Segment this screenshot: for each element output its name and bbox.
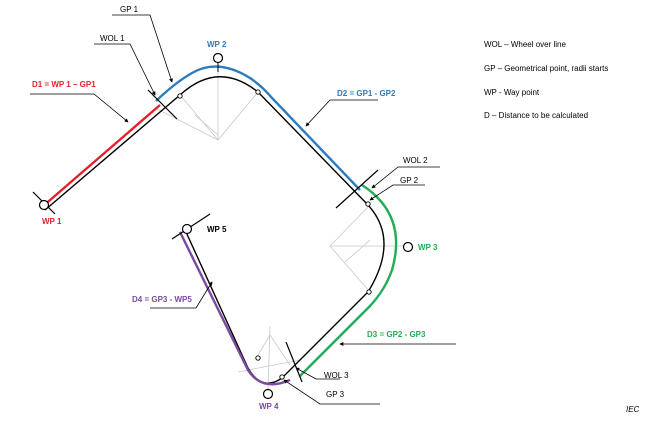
gp-marker bbox=[255, 355, 261, 361]
legend-item-wol: WOL – Wheel over line bbox=[484, 40, 567, 49]
label-wol3: WOL 3 bbox=[324, 371, 349, 380]
label-gp1: GP 1 bbox=[120, 5, 139, 14]
legend-item-gp: GP – Geometrical point, radii starts bbox=[484, 64, 608, 73]
wp3-marker bbox=[402, 241, 414, 253]
segment-d2 bbox=[155, 65, 361, 191]
label-d4: D4 = GP3 - WP5 bbox=[132, 295, 192, 304]
legend: WOL – Wheel over line GP – Geometrical p… bbox=[484, 40, 608, 120]
label-wol2: WOL 2 bbox=[403, 156, 428, 165]
leader-wol2 bbox=[371, 166, 440, 189]
leader-lines bbox=[30, 14, 456, 405]
label-d3: D3 = GP2 - GP3 bbox=[367, 330, 426, 339]
leader-d1 bbox=[30, 93, 129, 123]
wp2-marker bbox=[212, 52, 224, 64]
label-wp3: WP 3 bbox=[418, 243, 438, 252]
gp-marker bbox=[365, 201, 371, 207]
wp1-marker bbox=[38, 199, 50, 211]
leader-wol1 bbox=[94, 43, 156, 96]
gp-marker bbox=[366, 289, 372, 295]
label-gp3: GP 3 bbox=[326, 390, 345, 399]
label-d1: D1 = WP 1 – GP1 bbox=[32, 80, 96, 89]
label-wp5: WP 5 bbox=[207, 225, 227, 234]
label-d2: D2 = GP1 - GP2 bbox=[337, 89, 396, 98]
label-wp1: WP 1 bbox=[42, 217, 62, 226]
source-label: IEC bbox=[626, 405, 640, 414]
wol-2-tick bbox=[335, 169, 379, 209]
label-wol1: WOL 1 bbox=[100, 34, 125, 43]
wp4-marker bbox=[262, 388, 274, 400]
label-gp2: GP 2 bbox=[400, 176, 419, 185]
leader-gp3 bbox=[283, 379, 380, 405]
leader-d2 bbox=[305, 99, 378, 127]
leader-gp1 bbox=[112, 14, 173, 83]
segment-d1 bbox=[41, 104, 161, 208]
legend-item-d: D – Distance to be calculated bbox=[484, 111, 588, 120]
gp-marker bbox=[177, 93, 183, 99]
wp5-marker bbox=[181, 223, 193, 235]
segment-d3 bbox=[299, 183, 398, 377]
leader-gp2 bbox=[369, 184, 425, 201]
gp-marker bbox=[255, 89, 261, 95]
leader-wol3 bbox=[295, 367, 340, 380]
leader-d4 bbox=[150, 281, 213, 309]
gp-marker bbox=[279, 374, 285, 380]
legend-item-wp: WP - Way point bbox=[484, 88, 540, 97]
gp-markers bbox=[177, 89, 372, 380]
waypoint-markers bbox=[38, 52, 414, 400]
wol-3-tick bbox=[285, 341, 303, 383]
label-wp2: WP 2 bbox=[207, 40, 227, 49]
label-wp4: WP 4 bbox=[259, 402, 279, 411]
construction-lines bbox=[154, 62, 408, 393]
